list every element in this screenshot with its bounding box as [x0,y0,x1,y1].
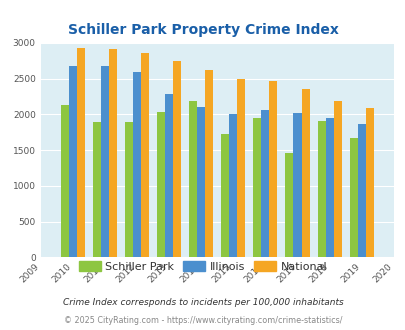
Bar [325,118,333,257]
Bar [68,66,77,257]
Bar [157,112,164,257]
Bar [261,110,269,257]
Text: Schiller Park Property Crime Index: Schiller Park Property Crime Index [67,23,338,37]
Bar [141,53,149,257]
Bar [365,108,373,257]
Bar [301,89,309,257]
Bar [317,121,325,257]
Text: Crime Index corresponds to incidents per 100,000 inhabitants: Crime Index corresponds to incidents per… [62,298,343,307]
Bar [164,94,173,257]
Bar [205,70,213,257]
Bar [100,66,109,257]
Bar [285,153,293,257]
Text: © 2025 CityRating.com - https://www.cityrating.com/crime-statistics/: © 2025 CityRating.com - https://www.city… [64,316,341,325]
Bar [349,138,357,257]
Bar [253,118,261,257]
Bar [109,49,117,257]
Bar [269,81,277,257]
Bar [60,105,68,257]
Bar [197,107,205,257]
Bar [357,124,365,257]
Bar [189,101,197,257]
Bar [93,121,100,257]
Bar [333,101,341,257]
Legend: Schiller Park, Illinois, National: Schiller Park, Illinois, National [74,257,331,277]
Bar [77,48,85,257]
Bar [125,121,132,257]
Bar [132,72,141,257]
Bar [293,113,301,257]
Bar [173,61,181,257]
Bar [237,79,245,257]
Bar [229,115,237,257]
Bar [221,134,229,257]
